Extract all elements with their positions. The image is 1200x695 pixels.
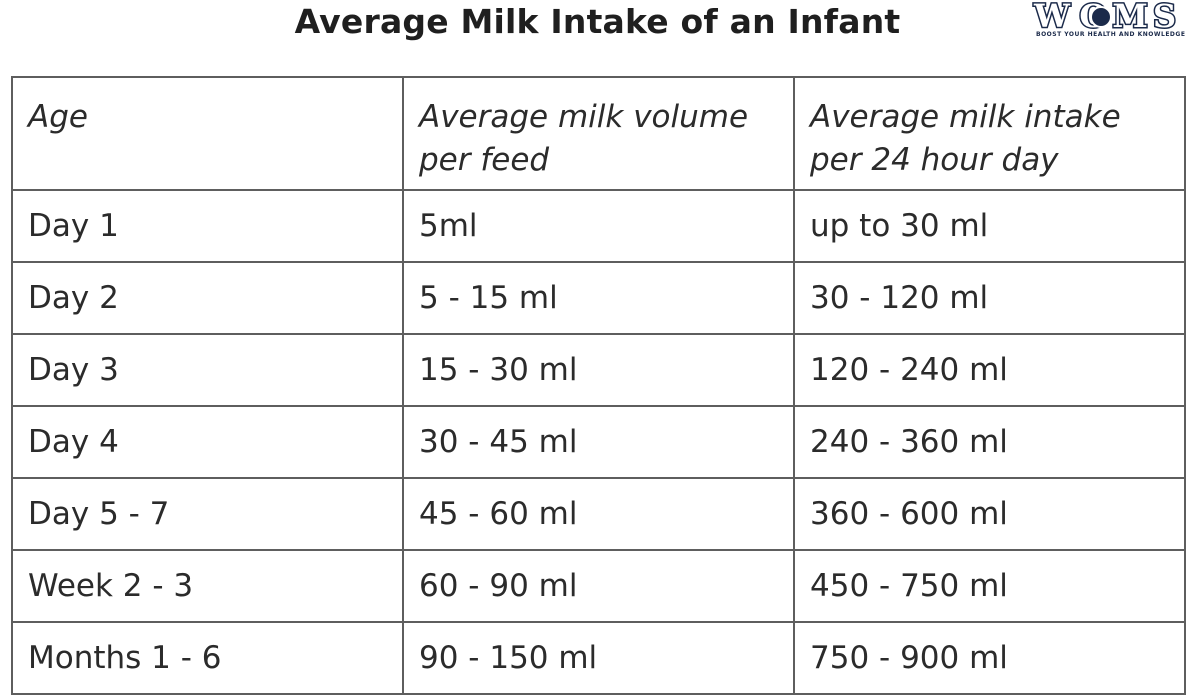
cell-age: Months 1 - 6: [11, 621, 404, 695]
cell-intake-per-day: 360 - 600 ml: [793, 477, 1186, 551]
cell-volume-per-feed: 30 - 45 ml: [402, 405, 795, 479]
cell-intake-per-day: 240 - 360 ml: [793, 405, 1186, 479]
header-line: Average milk volume: [419, 99, 749, 135]
cell-intake-per-day: 750 - 900 ml: [793, 621, 1186, 695]
table-row: Week 2 - 3 60 - 90 ml 450 - 750 ml: [11, 549, 1186, 623]
header-line: per 24 hour day: [810, 142, 1059, 178]
header-line: Average milk intake: [810, 99, 1121, 135]
logo-tagline: BOOST YOUR HEALTH AND KNOWLEDGE: [1036, 31, 1186, 38]
cell-intake-per-day: up to 30 ml: [793, 189, 1186, 263]
table-row: Day 1 5ml up to 30 ml: [11, 189, 1186, 263]
table-row: Months 1 - 6 90 - 150 ml 750 - 900 ml: [11, 621, 1186, 695]
cell-volume-per-feed: 5ml: [402, 189, 795, 263]
woms-logo[interactable]: W O M S BOOST YOUR HEALTH AND KNOWLEDGE: [1033, 0, 1198, 40]
table-row: Day 5 - 7 45 - 60 ml 360 - 600 ml: [11, 477, 1186, 551]
cell-volume-per-feed: 15 - 30 ml: [402, 333, 795, 407]
cell-age: Day 3: [11, 333, 404, 407]
cell-volume-per-feed: 90 - 150 ml: [402, 621, 795, 695]
table-header-row: Age Average milk volume per feed Average…: [11, 76, 1186, 191]
cell-intake-per-day: 120 - 240 ml: [793, 333, 1186, 407]
cell-age: Day 4: [11, 405, 404, 479]
cell-volume-per-feed: 60 - 90 ml: [402, 549, 795, 623]
cell-intake-per-day: 450 - 750 ml: [793, 549, 1186, 623]
column-header-age: Age: [11, 76, 404, 191]
logo-wordmark: W O M S: [1033, 0, 1178, 36]
table-row: Day 2 5 - 15 ml 30 - 120 ml: [11, 261, 1186, 335]
column-header-volume-per-feed: Average milk volume per feed: [402, 76, 795, 191]
globe-icon: [1090, 6, 1112, 28]
header-line: per feed: [419, 142, 550, 178]
cell-age: Day 1: [11, 189, 404, 263]
cell-intake-per-day: 30 - 120 ml: [793, 261, 1186, 335]
cell-volume-per-feed: 45 - 60 ml: [402, 477, 795, 551]
table-row: Day 4 30 - 45 ml 240 - 360 ml: [11, 405, 1186, 479]
table-row: Day 3 15 - 30 ml 120 - 240 ml: [11, 333, 1186, 407]
cell-volume-per-feed: 5 - 15 ml: [402, 261, 795, 335]
header-line: Age: [28, 99, 88, 135]
milk-intake-table: Age Average milk volume per feed Average…: [11, 76, 1186, 695]
cell-age: Day 5 - 7: [11, 477, 404, 551]
cell-age: Week 2 - 3: [11, 549, 404, 623]
page-title: Average Milk Intake of an Infant: [294, 2, 901, 41]
cell-age: Day 2: [11, 261, 404, 335]
column-header-intake-per-day: Average milk intake per 24 hour day: [793, 76, 1186, 191]
